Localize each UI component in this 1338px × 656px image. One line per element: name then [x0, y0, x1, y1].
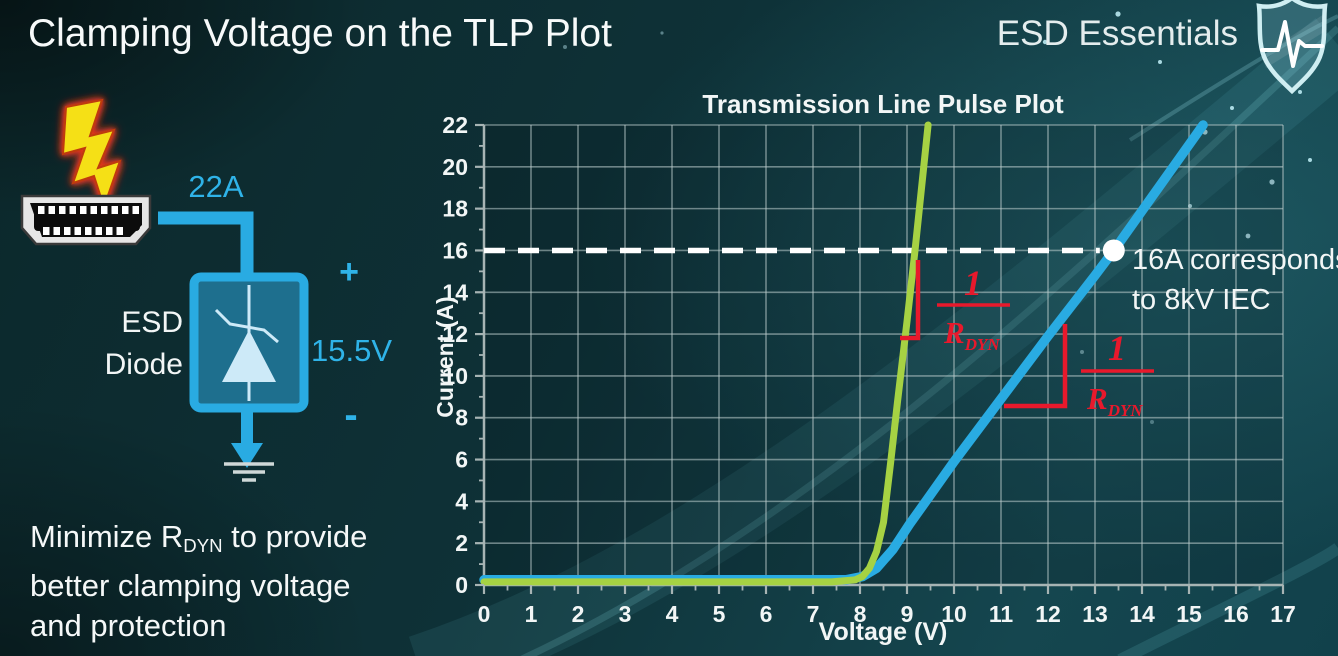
- y-tick-label: 0: [455, 572, 468, 598]
- marker-label-line1: 16A corresponds: [1132, 244, 1338, 276]
- y-tick-label: 14: [442, 279, 468, 305]
- y-tick-label: 4: [455, 488, 468, 514]
- polarity-minus-label: -: [344, 393, 357, 437]
- x-tick-label: 15: [1176, 601, 1202, 627]
- background-swoosh: [520, 25, 1338, 656]
- brand-name: ESD Essentials: [996, 14, 1238, 53]
- surge-wire: [158, 211, 254, 279]
- slope-denominator: RDYN: [1086, 381, 1143, 420]
- page-title: Clamping Voltage on the TLP Plot: [28, 12, 612, 55]
- x-tick-label: 14: [1129, 601, 1155, 627]
- slope-numerator: 1: [1108, 328, 1126, 368]
- x-tick-label: 12: [1035, 601, 1061, 627]
- y-tick-label: 22: [442, 112, 468, 138]
- background-particles: [563, 11, 1312, 424]
- y-tick-label: 12: [442, 321, 468, 347]
- takeaway-note: Minimize RDYN to provide better clamping…: [30, 517, 470, 646]
- y-tick-label: 20: [442, 154, 468, 180]
- y-tick-label: 8: [455, 405, 468, 431]
- series-line-green-curve: [480, 121, 932, 586]
- x-tick-label: 13: [1082, 601, 1108, 627]
- y-tick-label: 10: [442, 363, 468, 389]
- grid-layer: [484, 124, 1284, 585]
- clamping-voltage-label: 15.5V: [311, 333, 392, 368]
- x-tick-label: 0: [478, 601, 491, 627]
- device-label-line2: Diode: [105, 348, 183, 381]
- curve-layer: [479, 120, 1208, 586]
- slope-denominator: RDYN: [943, 315, 1000, 354]
- y-axis-label: Current (A): [432, 296, 458, 417]
- x-tick-label: 3: [619, 601, 632, 627]
- marker-layer: [1102, 239, 1125, 262]
- background-swoosh: [1117, 543, 1338, 656]
- x-tick-label: 8: [854, 601, 867, 627]
- note-line1: Minimize RDYN to provide: [30, 519, 368, 557]
- tick-layer: [475, 123, 1285, 594]
- x-tick-label: 10: [941, 601, 967, 627]
- device-label-line1: ESD: [121, 306, 183, 339]
- x-tick-label: 17: [1270, 601, 1296, 627]
- tick-label-layer: 0 1 2 3 4 5 6 7 8 9 10 11 12 13 14 15 16 1702468101214161…: [442, 112, 1295, 627]
- x-tick-label: 7: [807, 601, 820, 627]
- background-swoosh: [408, 18, 1338, 656]
- note-line3: and protection: [30, 608, 227, 644]
- lightning-icon: [61, 98, 122, 211]
- y-tick-label: 2: [455, 530, 468, 556]
- chart-title: Transmission Line Pulse Plot: [702, 89, 1064, 119]
- ground-icon: [224, 408, 274, 482]
- tvs-diode-symbol-icon: [214, 285, 279, 401]
- polarity-plus-label: +: [339, 253, 359, 291]
- x-tick-label: 9: [901, 601, 914, 627]
- shield-pulse-icon: [1256, 0, 1328, 95]
- x-tick-label: 5: [713, 601, 726, 627]
- y-tick-label: 18: [442, 196, 468, 222]
- y-tick-label: 6: [455, 447, 468, 473]
- slope-annotation-green: 1 RDYN: [900, 260, 1010, 354]
- note-line2: better clamping voltage: [30, 568, 351, 604]
- hdmi-connector-icon: [20, 194, 152, 246]
- marker-dot: [1102, 239, 1125, 262]
- x-tick-label: 6: [760, 601, 773, 627]
- marker-label-line2: to 8kV IEC: [1132, 284, 1271, 316]
- x-tick-label: 4: [666, 601, 679, 627]
- surge-current-label: 22A: [188, 169, 243, 204]
- x-axis-label: Voltage (V): [819, 618, 948, 646]
- y-tick-label: 16: [442, 237, 468, 263]
- x-tick-label: 11: [989, 601, 1014, 627]
- x-tick-label: 2: [572, 601, 585, 627]
- x-tick-label: 1: [525, 601, 538, 627]
- slope-annotation-blue: 1 RDYN: [1004, 324, 1154, 420]
- x-tick-label: 16: [1223, 601, 1249, 627]
- slope-numerator: 1: [964, 263, 982, 303]
